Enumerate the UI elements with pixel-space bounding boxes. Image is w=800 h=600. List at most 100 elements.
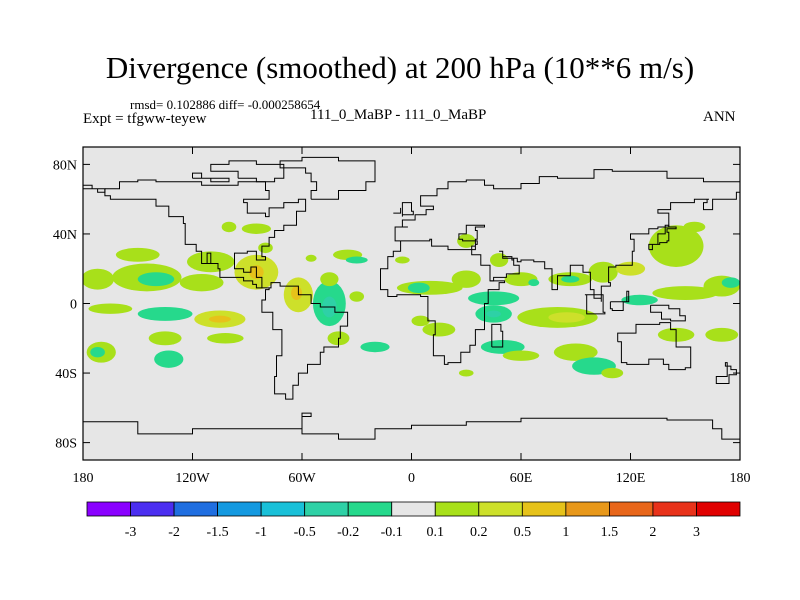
case-label: 111_0_MaBP - 111_0_MaBP bbox=[310, 107, 487, 123]
colorbar-label: 0.2 bbox=[470, 525, 488, 540]
x-tick-label: 180 bbox=[73, 471, 94, 486]
colorbar-box bbox=[391, 501, 436, 517]
colorbar-box bbox=[652, 501, 697, 517]
coastline bbox=[491, 323, 504, 348]
divergence-region bbox=[548, 312, 585, 323]
divergence-region bbox=[148, 331, 182, 346]
divergence-region bbox=[502, 350, 540, 361]
colorbar-label: 1 bbox=[562, 525, 569, 540]
divergence-region bbox=[588, 261, 618, 283]
colorbar-label: 2 bbox=[649, 525, 656, 540]
divergence-region bbox=[291, 286, 302, 301]
convergence-region bbox=[621, 294, 658, 306]
coastline bbox=[401, 202, 414, 217]
plot-title: Divergence (smoothed) at 200 hPa (10**6 … bbox=[105, 50, 695, 85]
coastline bbox=[609, 290, 630, 311]
colorbar-box bbox=[609, 501, 654, 517]
coastline bbox=[650, 304, 686, 322]
divergence-region bbox=[395, 256, 410, 264]
coastline bbox=[490, 188, 740, 302]
coastline bbox=[617, 322, 692, 371]
coastline bbox=[104, 179, 349, 400]
convergence-region bbox=[721, 277, 740, 288]
colorbar-box bbox=[565, 501, 610, 517]
convergence-region bbox=[468, 291, 520, 306]
colorbar-box bbox=[304, 501, 349, 517]
x-tick-label: 120E bbox=[616, 471, 646, 486]
convergence-region bbox=[137, 306, 193, 321]
divergence-region bbox=[489, 253, 509, 267]
x-tick-label: 120W bbox=[175, 471, 210, 486]
colorbar-label: -1.5 bbox=[207, 525, 229, 540]
divergence-region bbox=[349, 291, 365, 302]
convergence-region bbox=[486, 310, 501, 318]
x-tick-label: 60W bbox=[288, 471, 316, 486]
divergence-region bbox=[652, 286, 719, 301]
coastline bbox=[83, 183, 106, 193]
colorbar-label: 0.5 bbox=[514, 525, 532, 540]
colorbar-label: -0.2 bbox=[337, 525, 359, 540]
coastline bbox=[393, 207, 402, 214]
colorbar-box bbox=[86, 501, 131, 517]
x-tick-label: 60E bbox=[510, 471, 533, 486]
colorbar-label: -2 bbox=[168, 525, 180, 540]
divergence-region bbox=[221, 221, 237, 233]
coastline bbox=[83, 412, 740, 440]
divergence-region bbox=[458, 369, 474, 377]
coastline bbox=[394, 169, 740, 242]
coastline bbox=[584, 294, 606, 315]
coastline bbox=[648, 224, 677, 251]
colorbar-box bbox=[173, 501, 218, 517]
divergence-region bbox=[396, 280, 463, 295]
divergence-region bbox=[241, 223, 271, 234]
convergence-region bbox=[90, 346, 105, 358]
divergence-region bbox=[258, 242, 273, 254]
divergence-region bbox=[208, 315, 231, 323]
colorbar-label: -0.1 bbox=[381, 525, 403, 540]
y-tick-label: 80N bbox=[53, 158, 77, 173]
divergence-region bbox=[422, 322, 456, 337]
coastline bbox=[380, 224, 506, 365]
divergence-region bbox=[648, 225, 704, 267]
colorbar-box bbox=[260, 501, 306, 517]
colorbar-label: 0.1 bbox=[427, 525, 445, 540]
y-tick-label: 80S bbox=[55, 437, 77, 452]
divergence-region bbox=[115, 247, 160, 262]
colorbar-box bbox=[696, 501, 741, 517]
divergence-region bbox=[553, 343, 598, 361]
coastlines bbox=[83, 156, 740, 440]
coastline bbox=[715, 362, 737, 384]
stats-label: rmsd= 0.102886 diff= -0.000258654 bbox=[130, 97, 321, 112]
colorbar-label: -3 bbox=[125, 525, 137, 540]
convergence-region bbox=[407, 282, 430, 294]
convergence-region bbox=[528, 279, 540, 287]
colorbar-box bbox=[521, 501, 567, 517]
divergence-region bbox=[683, 221, 706, 233]
divergence-region bbox=[88, 303, 133, 314]
colorbar-box bbox=[130, 501, 175, 517]
divergence-region bbox=[305, 254, 317, 262]
season-label: ANN bbox=[703, 109, 736, 125]
divergence-region bbox=[615, 261, 646, 276]
divergence-region bbox=[179, 273, 224, 292]
convergence-region bbox=[345, 256, 368, 264]
x-tick-label: 0 bbox=[408, 471, 415, 486]
colorbar-box bbox=[347, 501, 393, 517]
colorbar-label: -1 bbox=[255, 525, 267, 540]
divergence-field bbox=[83, 221, 740, 379]
coastline bbox=[210, 160, 285, 183]
divergence-region bbox=[451, 270, 481, 288]
colorbar-box bbox=[434, 501, 480, 517]
colorbar-label: 1.5 bbox=[601, 525, 619, 540]
divergence-region bbox=[83, 268, 115, 290]
divergence-region bbox=[705, 327, 739, 342]
colorbar-label: -0.5 bbox=[294, 525, 316, 540]
divergence-region bbox=[207, 333, 244, 344]
coastline bbox=[192, 172, 230, 183]
colorbar-label: 3 bbox=[693, 525, 700, 540]
convergence-region bbox=[360, 341, 390, 353]
divergence-region bbox=[320, 272, 339, 287]
convergence-region bbox=[561, 275, 580, 283]
colorbar-box bbox=[478, 501, 523, 517]
